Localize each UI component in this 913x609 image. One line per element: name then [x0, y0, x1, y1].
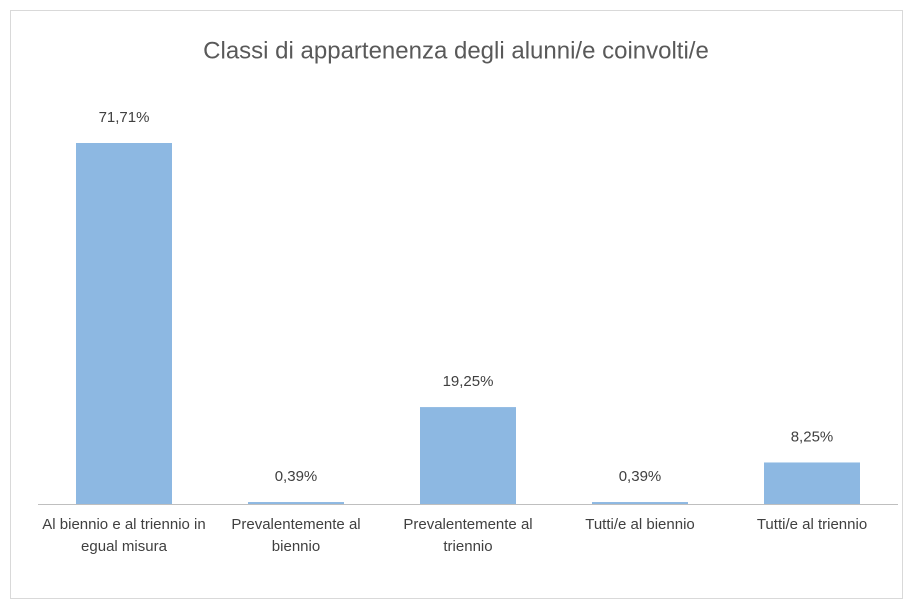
bar: [592, 502, 688, 504]
data-label: 0,39%: [619, 468, 662, 485]
x-tick-label: Prevalentemente al triennio: [403, 516, 533, 555]
x-tick-label: Prevalentemente al biennio: [231, 516, 361, 555]
bar: [248, 502, 344, 504]
data-label: 71,71%: [99, 109, 150, 126]
data-label: 8,25%: [791, 428, 834, 445]
bar: [420, 407, 516, 504]
bar: [764, 462, 860, 504]
data-label: 0,39%: [275, 468, 318, 485]
x-tick-label: Al biennio e al triennio in egual misura: [42, 516, 206, 555]
x-tick-label: Tutti/e al biennio: [585, 516, 695, 533]
data-label: 19,25%: [443, 373, 494, 390]
x-tick-label: Tutti/e al triennio: [756, 516, 868, 533]
bar: [76, 143, 172, 504]
chart-title: Classi di appartenenza degli alunni/e co…: [203, 37, 709, 64]
